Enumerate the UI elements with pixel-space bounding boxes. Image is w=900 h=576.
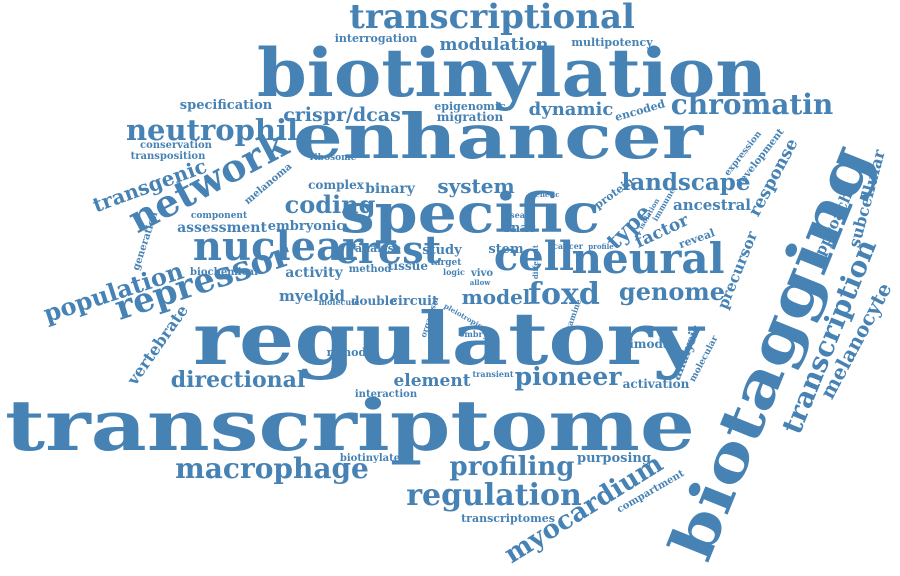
word-pioneer: pioneer — [515, 362, 623, 391]
word-rnas: rnas — [504, 221, 536, 236]
word-different: different — [531, 244, 540, 279]
word-crest: crest — [335, 227, 442, 272]
word-genetic: genetic — [530, 190, 559, 199]
word-target: target — [431, 258, 463, 268]
word-interaction: interaction — [355, 389, 418, 400]
word-chromatin: chromatin — [671, 88, 834, 121]
word-landscape: landscape — [621, 169, 750, 196]
word-nuclear: nuclear — [193, 223, 364, 270]
word-crispr-dcas: crispr/dcas — [283, 104, 401, 126]
word-method: method — [349, 264, 392, 275]
word-allow: allow — [470, 278, 492, 287]
word-specification: specification — [180, 98, 273, 113]
word-embryonic: embryonic — [268, 219, 345, 234]
word-model: model — [462, 285, 531, 309]
word-biotinylation: biotinylation — [257, 34, 767, 112]
word-cell: cell — [494, 233, 574, 280]
word-transcriptional: transcriptional — [349, 0, 635, 37]
word-profiling: profiling — [450, 452, 575, 482]
word-vivo: vivo — [470, 268, 493, 279]
word-coding: coding — [285, 190, 376, 219]
word-element: element — [393, 371, 470, 391]
word-study: study — [422, 243, 462, 258]
word-multipotency: multipotency — [571, 36, 653, 49]
word-specific: specific — [340, 181, 600, 245]
word-epigenomic: epigenomic — [434, 100, 506, 113]
word-profile: profile — [588, 242, 614, 251]
word-transcriptome: transcriptome — [5, 384, 695, 467]
word-neutrophil: neutrophil — [126, 113, 298, 147]
word-myeloid: myeloid — [279, 287, 346, 305]
word-disease: disease — [501, 210, 534, 220]
word-assessment: assessment — [177, 220, 267, 236]
word-transient: transient — [472, 369, 513, 379]
word-conservation: conservation — [140, 140, 213, 151]
word-transcriptomes: transcriptomes — [461, 512, 555, 525]
word-ribosome: ribosome — [310, 153, 357, 163]
word-complex: complex — [308, 178, 365, 192]
word-logic: logic — [443, 267, 465, 277]
word-biochemical: biochemical — [190, 267, 258, 278]
word-migration: migration — [437, 110, 504, 124]
word-stem: stem — [488, 242, 524, 257]
word-double: double — [351, 294, 397, 308]
word-transposition: transposition — [131, 151, 206, 162]
word-regulatory: regulatory — [193, 296, 706, 381]
word-regulation: regulation — [406, 478, 582, 513]
word-activation: activation — [623, 377, 690, 391]
word-activity: activity — [285, 265, 343, 281]
word-biotinylate: biotinylate — [340, 453, 400, 464]
word-macrophage: macrophage — [175, 452, 369, 485]
word-modulation: modulation — [439, 35, 548, 55]
word-dynamic: dynamic — [529, 99, 614, 120]
word-embryo: embryo — [459, 329, 493, 339]
word-molecule: molecule — [319, 297, 360, 307]
word-neural: neural — [571, 234, 724, 283]
word-interrogation: interrogation — [335, 32, 418, 45]
word-analyse: analyse — [355, 242, 401, 255]
word-binary: binary — [365, 181, 416, 197]
word-foxd: foxd — [528, 277, 600, 312]
word-tissue: tissue — [388, 259, 428, 273]
word-bimodal: bimodal — [621, 337, 676, 351]
word-cancer: cancer — [553, 241, 584, 251]
word-purposing: purposing — [577, 451, 651, 466]
word-enhancer: enhancer — [293, 100, 705, 173]
word-ancestral: ancestral — [673, 196, 751, 214]
word-directional: directional — [171, 367, 306, 393]
word-component: component — [191, 211, 248, 221]
word-genome: genome — [619, 277, 725, 306]
word-circuit: circuit — [390, 294, 438, 309]
word-remodel: remodel — [327, 346, 378, 359]
word-system: system — [437, 174, 514, 198]
